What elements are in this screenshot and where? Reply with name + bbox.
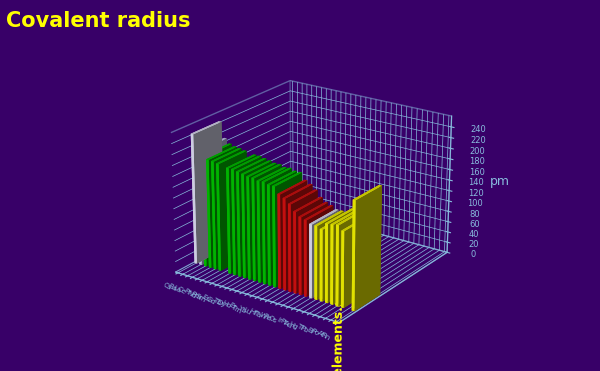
- Text: Covalent radius: Covalent radius: [6, 11, 191, 31]
